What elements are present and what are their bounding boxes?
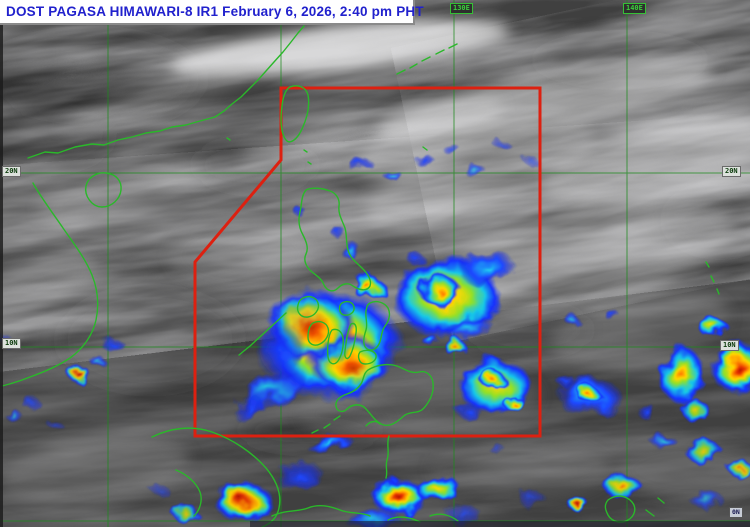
grid-label-140e-top: 140E [623, 3, 646, 14]
grid-label-130e-top: 130E [450, 3, 473, 14]
convective-cells-layer [0, 138, 750, 527]
bottom-edge-strip [250, 521, 750, 527]
coastline-layer [1, 25, 720, 527]
par-boundary-line [193, 86, 542, 438]
grid-label-20n-right: 20N [722, 166, 741, 177]
grid-label-20n-left: 20N [2, 166, 21, 177]
grid-label-10n-right: 10N [720, 340, 739, 351]
grid-label-10n-left: 10N [2, 338, 21, 349]
left-edge-strip [0, 0, 3, 527]
image-title: DOST PAGASA HIMAWARI-8 IR1 February 6, 2… [0, 0, 424, 25]
grid-label-0n-bottom: 0N [729, 507, 743, 518]
